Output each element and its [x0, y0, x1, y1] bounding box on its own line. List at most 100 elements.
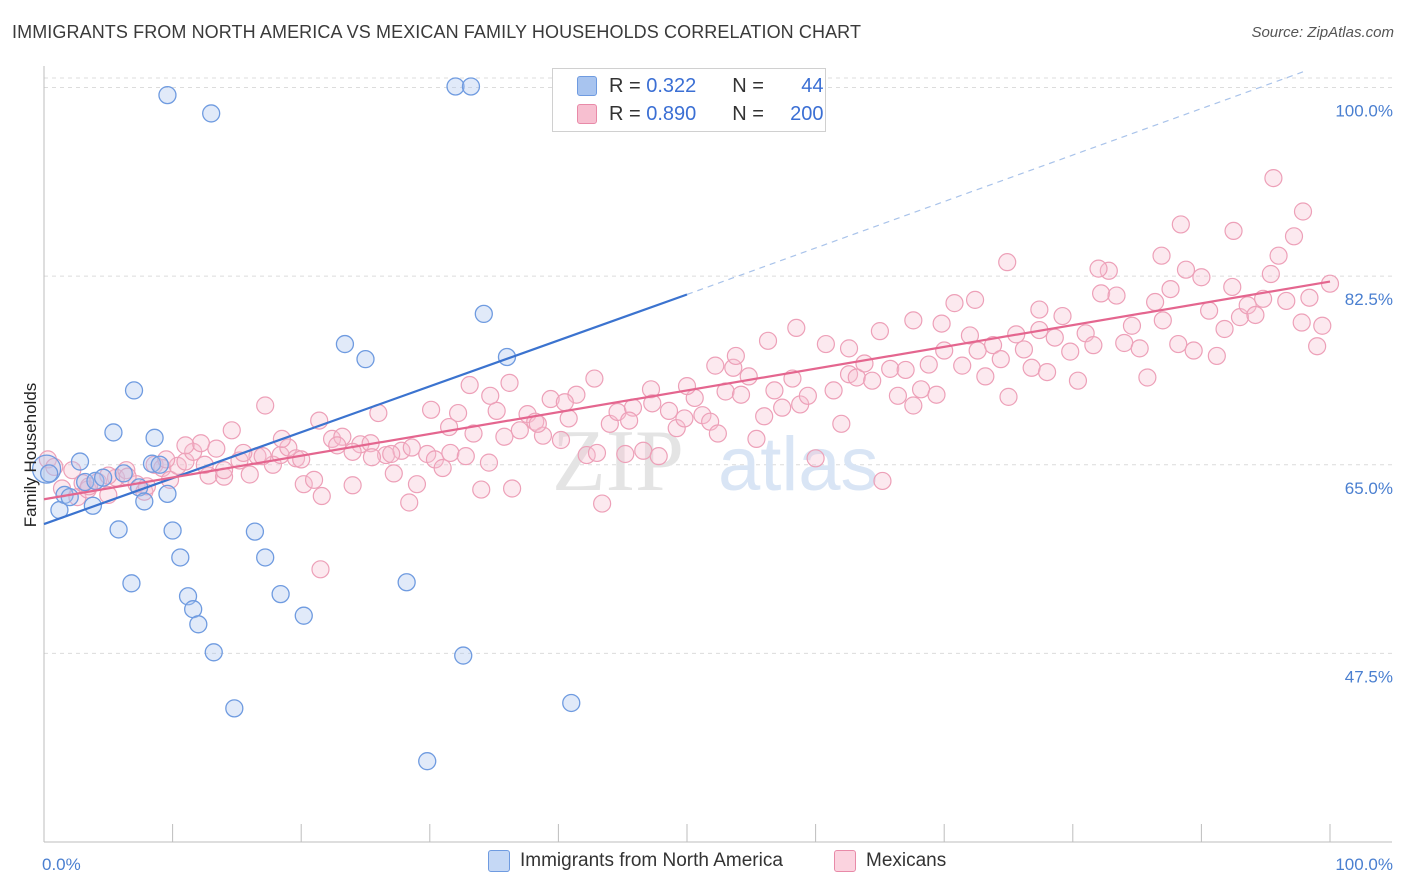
mexicans-point	[641, 380, 661, 399]
mexicans-point	[1037, 362, 1057, 382]
legend-swatch-blue	[577, 76, 597, 96]
mexicans-point	[191, 434, 210, 453]
immigrants-point	[474, 304, 493, 324]
immigrants-point	[204, 643, 223, 662]
immigrants-point	[446, 77, 465, 96]
mexicans-point	[1176, 260, 1196, 279]
watermark-zip: ZIP	[552, 413, 684, 510]
mexicans-point	[439, 417, 459, 437]
mexicans-point	[758, 331, 778, 350]
source-label: Source: ZipAtlas.com	[1251, 24, 1394, 41]
mexicans-point	[1264, 168, 1283, 188]
mexicans-point	[362, 448, 382, 467]
immigrants-point	[356, 350, 375, 369]
mexicans-point	[904, 396, 923, 415]
mexicans-point	[1308, 337, 1327, 356]
mexicans-point	[333, 427, 352, 446]
mexicans-point	[1293, 202, 1313, 221]
immigrants-point	[397, 573, 416, 592]
immigrants-point	[104, 423, 123, 442]
mexicans-point	[1207, 346, 1226, 366]
immigrants-point	[142, 454, 162, 473]
mexicans-point	[620, 411, 639, 430]
legend-swatch-mexicans	[834, 850, 856, 872]
mexicans-point	[1014, 340, 1034, 359]
stats-legend: R = 0.322 N = 44 R = 0.890 N = 200	[552, 68, 826, 132]
immigrants-point	[184, 600, 203, 619]
immigrants-points	[31, 77, 581, 771]
mexicans-point	[240, 465, 259, 484]
mexicans-point	[551, 430, 571, 450]
mexicans-point	[616, 444, 635, 464]
x-tick-label: 100.0%	[1335, 855, 1393, 874]
mexicans-point	[402, 438, 421, 457]
mexicans-point	[765, 381, 784, 400]
mexicans-point	[1169, 334, 1188, 354]
legend-row-mexicans: R = 0.890 N = 200	[577, 101, 824, 127]
mexicans-point	[407, 475, 427, 494]
immigrants-point	[189, 615, 208, 634]
mexicans-point	[555, 393, 574, 412]
mexicans-point	[1215, 319, 1234, 339]
legend-r-value: 0.890	[646, 102, 697, 125]
y-axis-label: Family Households	[21, 383, 40, 528]
mexicans-point	[1061, 342, 1080, 361]
series-legend: Immigrants from North America Mexicans	[0, 850, 1406, 878]
mexicans-point	[207, 439, 226, 458]
immigrants-point	[202, 104, 221, 123]
mexicans-point	[222, 421, 241, 440]
immigrants-point	[60, 487, 79, 507]
legend-row-immigrants: R = 0.322 N = 44	[577, 73, 824, 99]
mexicans-point	[896, 360, 915, 380]
immigrants-point	[271, 584, 290, 604]
mexicans-point	[500, 373, 519, 392]
mexicans-point	[176, 436, 195, 455]
immigrants-trend-line	[43, 293, 688, 526]
mexicans-point	[1261, 264, 1280, 284]
watermark-atlas: atlas	[718, 422, 879, 507]
mexicans-point	[456, 447, 475, 466]
mexicans-point	[839, 339, 859, 358]
mexicans-point	[724, 358, 743, 377]
mexicans-point	[481, 386, 500, 405]
mexicans-point	[863, 371, 882, 390]
mexicans-point	[1084, 336, 1103, 355]
legend-n-label: N =	[732, 74, 764, 97]
mexicans-point	[935, 341, 954, 360]
mexicans-point	[983, 336, 1003, 355]
mexicans-point	[806, 449, 825, 468]
mexicans-point	[433, 458, 452, 478]
y-tick-label: 47.5%	[1345, 667, 1393, 686]
mexicans-point	[294, 475, 313, 494]
mexicans-point	[1224, 221, 1243, 240]
mexicans-point	[256, 396, 275, 415]
mexicans-point	[1223, 277, 1242, 297]
immigrants-point	[454, 646, 473, 665]
legend-item-immigrants[interactable]: Immigrants from North America	[488, 850, 783, 872]
legend-swatch-immigrants	[488, 850, 510, 872]
mexicans-point	[1153, 311, 1172, 330]
mexicans-point	[1284, 227, 1304, 246]
mexicans-point	[533, 426, 553, 445]
mexicans-point	[311, 560, 330, 579]
mexicans-point	[587, 443, 607, 463]
mexicans-point	[731, 385, 751, 404]
mexicans-point	[904, 311, 923, 330]
legend-item-mexicans[interactable]: Mexicans	[834, 850, 946, 872]
immigrants-point	[135, 492, 154, 511]
trend-lines	[43, 70, 1331, 526]
mexicans-point	[1277, 291, 1296, 311]
mexicans-point	[312, 486, 331, 506]
immigrants-point	[158, 85, 177, 105]
immigrants-point	[294, 606, 313, 625]
mexicans-point	[1300, 288, 1319, 307]
immigrants-point	[145, 428, 164, 447]
immigrants-point	[122, 574, 141, 593]
mexicans-point	[503, 479, 522, 498]
mexicans-point	[816, 334, 835, 354]
tick-labels: 47.5% 65.0% 82.5% 100.0% 0.0% 100.0%	[42, 102, 1393, 874]
mexicans-point	[392, 441, 411, 460]
legend-label-mexicans: Mexicans	[866, 850, 947, 871]
mexicans-point	[253, 447, 272, 466]
